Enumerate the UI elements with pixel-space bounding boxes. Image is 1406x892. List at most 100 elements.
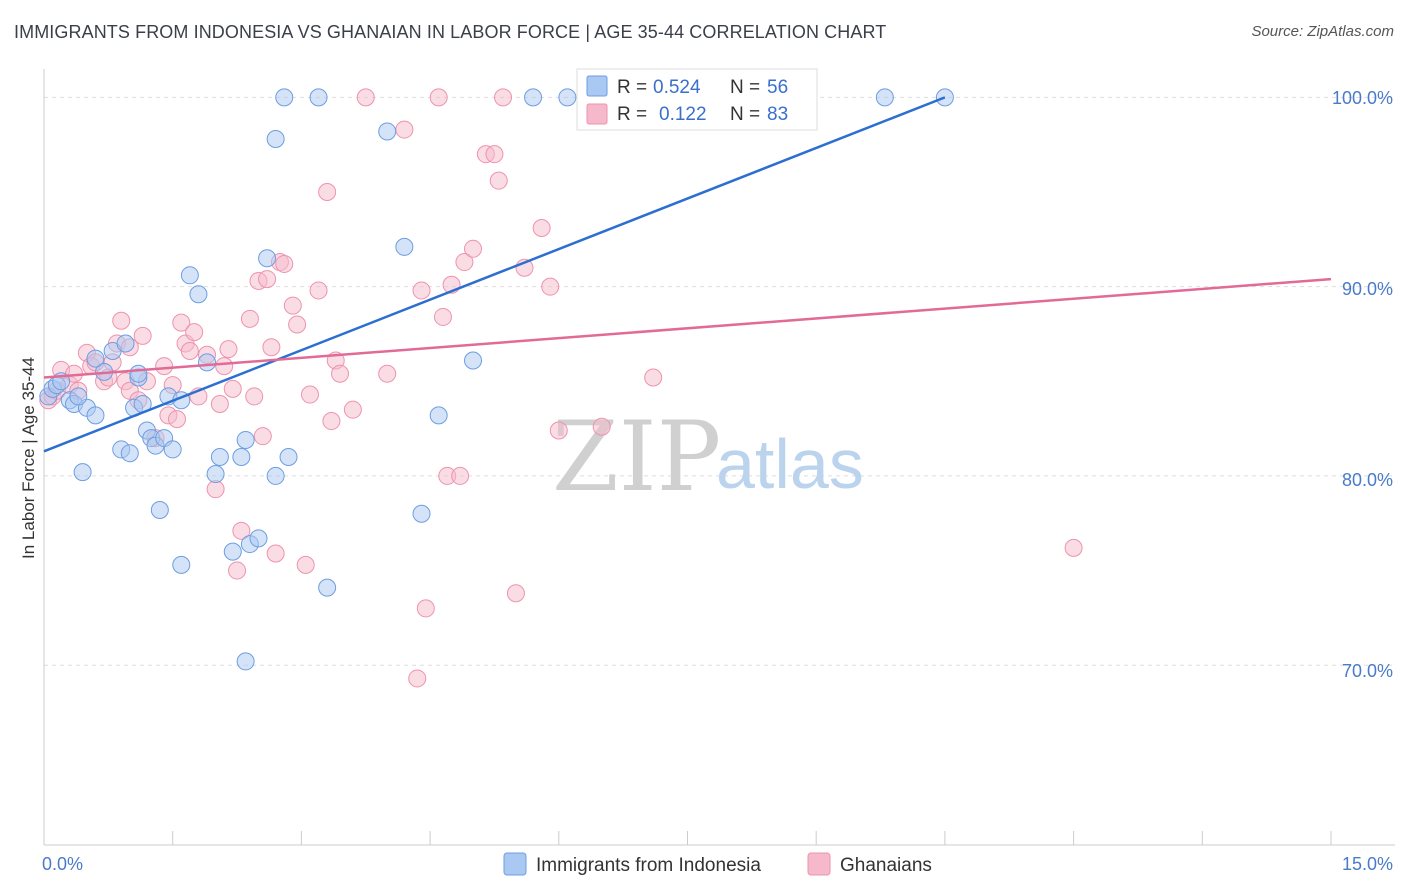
gridlines [44, 96, 1395, 666]
stats-n-value-blue: 56 [767, 77, 788, 98]
data-point [258, 270, 277, 289]
data-point [875, 88, 894, 107]
data-point [180, 266, 199, 285]
data-point [249, 529, 268, 548]
data-point [232, 448, 251, 466]
data-point [395, 237, 414, 256]
stats-swatch-blue [586, 75, 608, 97]
data-point [223, 379, 242, 398]
stats-n-label-blue: N = [730, 77, 760, 98]
data-point [300, 385, 319, 404]
stats-swatch-pink [586, 103, 608, 125]
data-point [172, 313, 191, 332]
data-point [262, 338, 281, 357]
data-point [215, 357, 234, 376]
data-point [331, 364, 350, 383]
data-point [206, 480, 225, 499]
data-point [236, 652, 255, 671]
stats-legend-box [576, 68, 818, 131]
data-point [112, 311, 131, 330]
y-tick-100: 100.0% [1332, 88, 1393, 108]
trendline-pink [43, 277, 1332, 379]
data-point [240, 309, 259, 328]
legend-swatch-indonesia [503, 852, 527, 876]
data-point [180, 342, 199, 361]
data-point [416, 599, 435, 618]
data-point [279, 448, 298, 466]
data-point [163, 440, 182, 459]
stats-r-label-blue: R = [617, 77, 647, 98]
data-point [266, 130, 285, 149]
data-point [464, 239, 482, 258]
data-point [185, 323, 204, 342]
data-point [236, 430, 255, 449]
data-point [343, 400, 362, 419]
ghanaians-points [39, 88, 1083, 688]
trendline-blue [43, 96, 946, 453]
data-point [464, 351, 482, 370]
data-point [198, 353, 217, 372]
data-point [129, 364, 148, 383]
data-point [219, 340, 238, 359]
data-point [133, 326, 152, 345]
data-point [318, 183, 337, 202]
data-point [318, 578, 337, 597]
data-point [116, 334, 135, 353]
chart-title: IMMIGRANTS FROM INDONESIA VS GHANAIAN IN… [14, 22, 887, 42]
data-point [429, 88, 448, 107]
data-point [253, 427, 272, 446]
stats-n-value-pink: 83 [767, 104, 788, 125]
data-point [592, 417, 611, 436]
data-point [266, 544, 285, 563]
stats-r-value-pink: 0.122 [659, 104, 707, 125]
data-point [524, 88, 543, 107]
data-point [245, 387, 264, 406]
data-point [258, 249, 277, 268]
data-point [86, 406, 105, 425]
stats-r-label-pink: R = [617, 104, 647, 125]
y-tick-90: 90.0% [1342, 279, 1393, 299]
data-point [356, 88, 375, 107]
watermark-atlas: atlas [716, 425, 864, 503]
data-point [266, 466, 285, 485]
data-point [223, 542, 242, 561]
data-point [558, 88, 577, 107]
data-point [455, 253, 474, 272]
data-point [309, 281, 328, 300]
data-point [1064, 538, 1083, 557]
data-point [506, 584, 525, 603]
source-credit: Source: ZipAtlas.com [1251, 23, 1394, 40]
watermark: ZIP atlas [552, 401, 864, 513]
series-legend: Immigrants from Indonesia Ghanaians [503, 852, 932, 876]
data-point [541, 277, 560, 296]
data-point [172, 555, 191, 574]
data-point [206, 465, 225, 484]
data-point [378, 122, 397, 141]
data-point [210, 395, 229, 414]
watermark-zip: ZIP [552, 401, 721, 513]
data-point [489, 171, 508, 190]
data-point [73, 463, 92, 482]
data-point [433, 307, 452, 326]
data-point [283, 296, 302, 315]
legend-label-indonesia: Immigrants from Indonesia [536, 855, 761, 876]
data-point [275, 88, 294, 107]
data-point [167, 410, 186, 429]
legend-swatch-ghanaians [807, 852, 831, 876]
data-point [232, 521, 251, 540]
data-point [494, 88, 513, 107]
data-point [485, 145, 504, 164]
data-point [429, 406, 448, 425]
y-tick-80: 80.0% [1342, 470, 1393, 490]
data-point [322, 412, 341, 431]
axes [43, 69, 1395, 846]
data-point [296, 555, 315, 574]
data-point [86, 349, 105, 368]
data-point [150, 500, 169, 519]
stats-r-value-blue: 0.524 [653, 77, 701, 98]
y-axis-label: In Labor Force | Age 35-44 [19, 357, 38, 559]
x-tick-left: 0.0% [42, 854, 83, 874]
data-point [228, 561, 247, 580]
data-point [408, 669, 427, 688]
